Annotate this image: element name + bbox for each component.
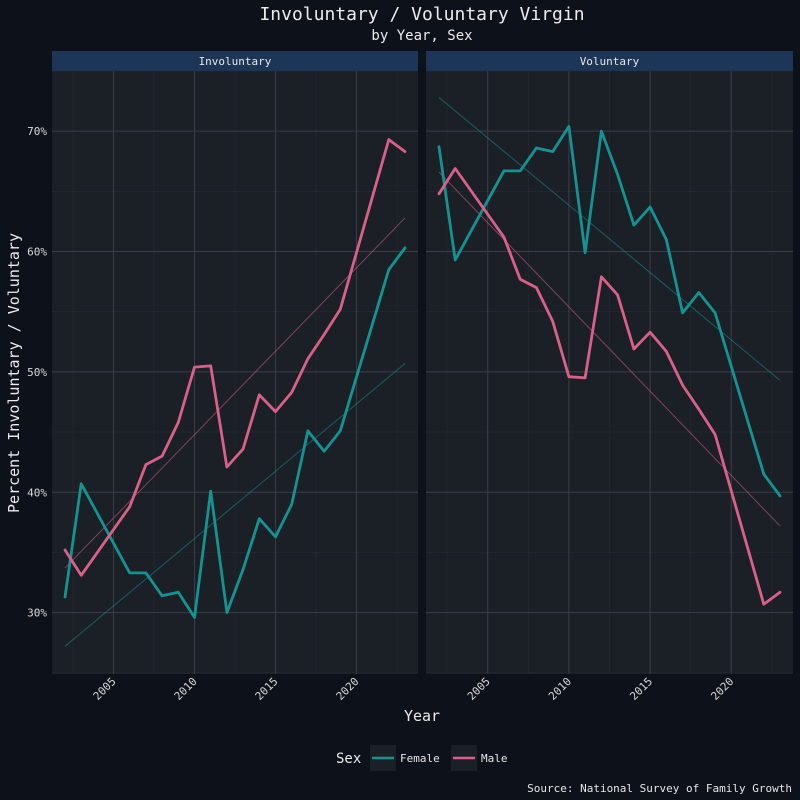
- chart-title: Involuntary / Voluntary Virgin: [259, 4, 584, 25]
- facet-label-involuntary: Involuntary: [199, 55, 272, 68]
- caption: Source: National Survey of Family Growth: [527, 782, 792, 795]
- y-tick-label: 50%: [27, 366, 47, 379]
- series-line-female: [437, 125, 782, 498]
- trend-line-female: [438, 97, 781, 381]
- y-tick-label: 30%: [27, 607, 47, 620]
- legend-title: Sex: [336, 751, 361, 767]
- trend-line-female: [64, 363, 406, 647]
- facet-label-voluntary: Voluntary: [580, 55, 640, 68]
- legend: Sex Female Male: [336, 745, 508, 771]
- y-tick-label: 60%: [27, 246, 47, 259]
- chart-subtitle: by Year, Sex: [371, 28, 472, 44]
- series-line-male: [63, 138, 407, 577]
- y-tick-label: 70%: [27, 125, 47, 138]
- series-line-male: [437, 167, 782, 606]
- legend-label-female: Female: [400, 752, 440, 765]
- y-tick-label: 40%: [27, 486, 47, 499]
- y-axis-label: Percent Involuntary / Voluntary: [5, 233, 23, 513]
- facet-strip-involuntary: [52, 51, 418, 71]
- x-axis-label: Year: [404, 707, 440, 725]
- facet-strip-voluntary: [426, 51, 793, 71]
- legend-label-male: Male: [481, 752, 508, 765]
- series-line-female: [63, 246, 407, 619]
